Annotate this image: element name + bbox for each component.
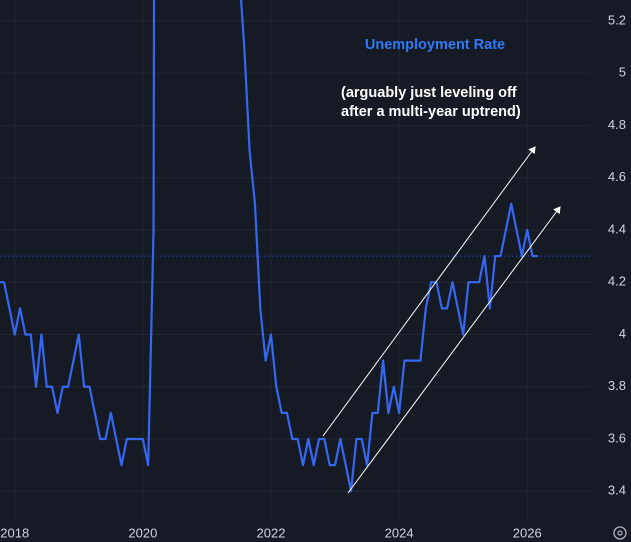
annotation: after a multi-year uptrend) <box>341 104 521 120</box>
y-tick-label: 3.4 <box>608 483 626 498</box>
chart-title: Unemployment Rate <box>365 37 505 53</box>
y-tick-label: 4.8 <box>608 117 626 132</box>
grid <box>0 0 590 520</box>
y-tick-label: 5 <box>619 65 626 80</box>
x-tick-label: 2018 <box>0 525 29 540</box>
x-tick-label: 2024 <box>385 525 414 540</box>
trend-arrow <box>347 206 561 494</box>
plot-area <box>0 0 590 493</box>
y-tick-label: 4 <box>619 326 626 341</box>
annotation: (arguably just leveling off <box>341 85 517 101</box>
x-tick-label: 2020 <box>128 525 157 540</box>
settings-icon[interactable] <box>613 526 627 540</box>
y-tick-label: 4.2 <box>608 274 626 289</box>
data-line <box>0 0 538 493</box>
y-tick-label: 5.2 <box>608 12 626 27</box>
y-tick-label: 3.8 <box>608 378 626 393</box>
x-tick-label: 2022 <box>257 525 286 540</box>
axes: 3.4 3.6 3.8 4 4.2 4.4 4.6 4.8 5 5.2 2018 2020 2022 20… <box>0 12 626 540</box>
y-tick-label: 3.6 <box>608 430 626 445</box>
x-tick-label: 2026 <box>513 525 542 540</box>
y-tick-label: 4.4 <box>608 221 626 236</box>
trend-arrow <box>322 146 536 437</box>
y-tick-label: 4.6 <box>608 169 626 184</box>
